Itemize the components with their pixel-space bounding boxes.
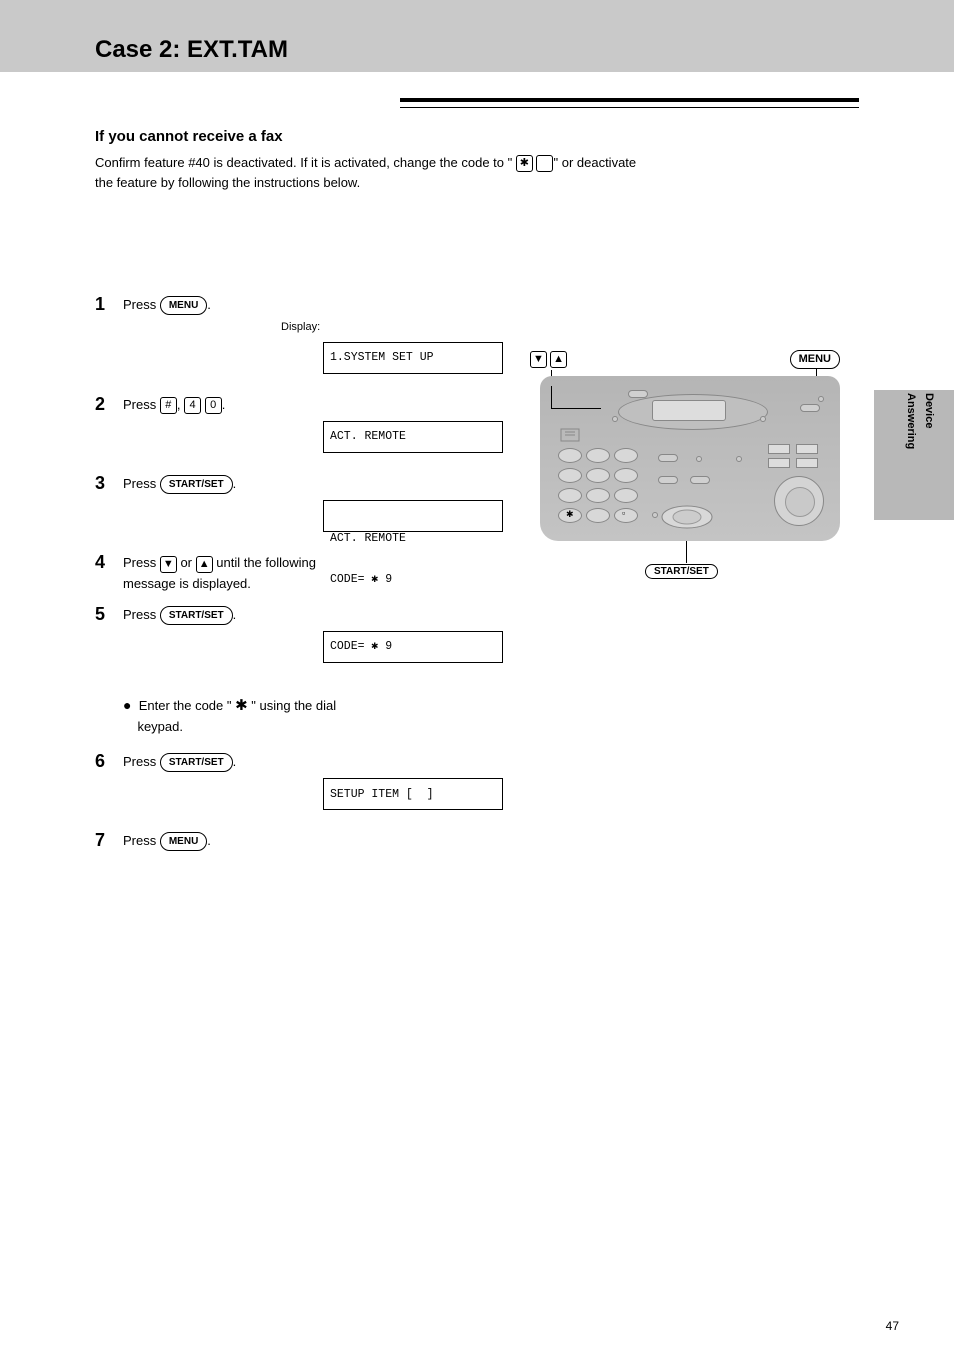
up-arrow-key-icon: ▲ [196,556,213,573]
lcd-display: CODE= ✱ 9 [323,631,503,663]
step-text: or [177,555,196,570]
rect-button [768,458,790,468]
down-arrow-key-icon: ▼ [530,351,547,368]
led-icon [612,416,618,422]
page-title: Case 2: EXT.TAM [95,36,288,64]
digit-key: 0 [205,397,222,414]
step-text: Press [123,297,160,312]
step-plain: ● Enter the code " ✱ " using the dial ke… [95,693,485,737]
startset-key: START/SET [160,475,233,494]
led-icon [818,396,824,402]
step-text: . [207,833,211,848]
leader-line [551,408,601,409]
paper-icon [560,428,586,442]
led-icon [760,416,766,422]
diag-arrows-label: ▼ ▲ [530,351,567,368]
fax-body: ✱ ▫ [540,376,840,541]
step-text: message is displayed. [123,576,251,591]
step-num: 6 [95,751,123,772]
step-text: keypad. [137,719,183,734]
step-num: 2 [95,394,123,415]
step-num: 5 [95,604,123,625]
rect-button [768,444,790,454]
leader-line [551,386,552,408]
step-text: Press [123,754,160,769]
step-text: . [233,476,237,491]
btn-small [800,404,820,412]
step-text: . [207,297,211,312]
led-icon [696,456,702,462]
step-5: 5 Press START/SET. CODE= ✱ 9 [95,604,485,675]
step-text: . [233,754,237,769]
lcd-line: ACT. REMOTE [330,532,496,546]
intro-title: If you cannot receive a fax [95,128,636,145]
startset-button-icon [660,504,714,530]
blank-key-icon [536,155,553,172]
step-text: Enter the code " [139,698,235,713]
steps-list: 1 Press MENU. Display: 1.SYSTEM SET UP 2… [95,294,485,860]
hash-key-icon: # [160,397,177,414]
menu-key: MENU [160,832,207,851]
star-key-icon: ✱ [516,155,533,172]
intro-line2: the feature by following the instruction… [95,173,636,193]
intro-block: If you cannot receive a fax Confirm feat… [95,128,636,192]
intro-line1b: " or deactivate [553,155,636,170]
btn-small [690,476,710,484]
lcd-display: ACT. REMOTE [323,421,503,453]
menu-key: MENU [160,296,207,315]
intro-line1a: Confirm feature #40 is deactivated. If i… [95,155,516,170]
lcd-display: 1.SYSTEM SET UP [323,342,503,374]
page-number: 47 [886,1319,899,1333]
step-text: " using the dial [248,698,336,713]
btn-small [658,454,678,462]
step-3: 3 Press START/SET. ACT. REMOTE CODE= ✱ 9 [95,473,485,544]
jog-dial [774,476,824,526]
led-icon [736,456,742,462]
rect-button [796,458,818,468]
up-arrow-key-icon: ▲ [550,351,567,368]
diag-startset-label: START/SET [645,564,718,579]
step-text: Press [123,555,160,570]
startset-key: START/SET [160,606,233,625]
btn-small [628,390,648,398]
step-text: until the following [213,555,316,570]
step-text: Press [123,397,160,412]
rect-button [796,444,818,454]
step-6: 6 Press START/SET. SETUP ITEM [ ] [95,751,485,822]
down-arrow-key-icon: ▼ [160,556,177,573]
step-text: . [233,607,237,622]
rule [400,98,859,108]
led-icon [652,512,658,518]
step-num: 3 [95,473,123,494]
lcd-display: SETUP ITEM [ ] [323,778,503,810]
step-text: . [222,397,226,412]
step-num: 7 [95,830,123,851]
step-7: 7 Press MENU. [95,830,485,851]
step-num: 4 [95,552,123,573]
side-tab: Answering Device [874,390,954,520]
step-text: Press [123,476,160,491]
display-label: Display: [281,319,320,336]
lcd-display: ACT. REMOTE CODE= ✱ 9 [323,500,503,532]
step-num: 1 [95,294,123,315]
diag-menu-label: MENU [790,350,840,369]
step-4: 4 Press ▼ or ▲ until the following messa… [95,552,485,593]
digit-key: 4 [184,397,201,414]
intro-line1: Confirm feature #40 is deactivated. If i… [95,153,636,173]
step-text: Press [123,607,160,622]
step-2: 2 Press #, 4 0. ACT. REMOTE [95,394,485,465]
side-tab-line1: Answering [905,393,917,483]
btn-small [658,476,678,484]
lcd-screen [652,400,726,421]
fax-diagram: ▼ ▲ MENU [525,346,855,541]
startset-key: START/SET [160,753,233,772]
side-tab-line2: Device [923,393,935,483]
leader-line [686,541,687,563]
step-text: Press [123,833,160,848]
step-1: 1 Press MENU. Display: 1.SYSTEM SET UP [95,294,485,386]
